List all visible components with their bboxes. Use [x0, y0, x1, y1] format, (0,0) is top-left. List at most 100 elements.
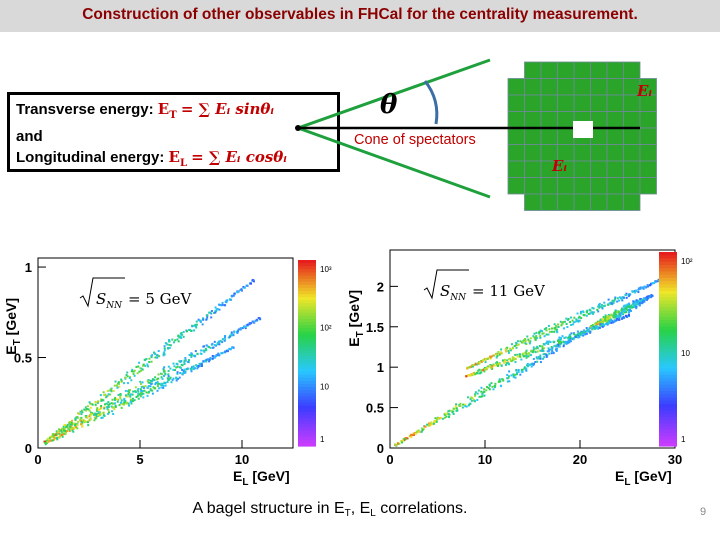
- band-pixel: [492, 388, 495, 391]
- band-pixel: [618, 317, 621, 320]
- band-pixel: [410, 436, 413, 439]
- sqrt-sign: [423, 269, 469, 300]
- band-pixel: [95, 415, 98, 418]
- band-pixel: [639, 302, 642, 305]
- band-pixel: [476, 392, 479, 395]
- band-pixel: [115, 384, 118, 387]
- band-pixel: [109, 389, 112, 392]
- band-pixel: [221, 301, 224, 304]
- colorbar-step: [659, 284, 677, 289]
- colorbar-step: [298, 408, 316, 413]
- fhcal-module: [573, 78, 591, 96]
- band-pixel: [563, 337, 566, 340]
- band-pixel: [628, 309, 631, 312]
- band-pixel: [211, 346, 214, 349]
- band-pixel: [620, 309, 623, 312]
- colorbar-step: [659, 352, 677, 357]
- band-pixel: [474, 393, 477, 396]
- band-pixel: [538, 357, 541, 360]
- band-pixel: [540, 349, 543, 352]
- band-pixel: [164, 342, 167, 345]
- colorbar-step: [659, 316, 677, 321]
- band-pixel: [595, 324, 598, 327]
- band-pixel: [546, 354, 549, 357]
- y-tick-label: 2: [377, 279, 384, 294]
- band-pixel: [592, 307, 595, 310]
- band-pixel: [657, 279, 660, 282]
- band-pixel: [573, 316, 576, 319]
- band-pixel: [588, 330, 591, 333]
- band-pixel: [468, 366, 471, 369]
- fhcal-module: [639, 160, 657, 178]
- colorbar-step: [298, 306, 316, 311]
- colorbar-step: [298, 340, 316, 345]
- band-pixel: [162, 354, 165, 357]
- band-pixel: [488, 364, 491, 367]
- band-pixel: [169, 376, 172, 379]
- band-pixel: [541, 349, 544, 352]
- colorbar-label: 1: [681, 435, 686, 444]
- band-pixel: [539, 354, 542, 357]
- band-pixel: [97, 414, 100, 417]
- band-pixel: [536, 347, 539, 350]
- colorbar-step: [298, 359, 316, 363]
- band-pixel: [526, 335, 529, 338]
- band-pixel: [137, 392, 140, 395]
- colorbar-step: [298, 331, 316, 335]
- band-pixel: [76, 416, 79, 419]
- band-pixel: [570, 337, 573, 340]
- band-pixel: [133, 374, 136, 377]
- band-pixel: [81, 422, 84, 425]
- band-pixel: [639, 287, 642, 290]
- band-pixel: [213, 343, 216, 346]
- band-pixel: [132, 370, 135, 373]
- band-pixel: [437, 416, 440, 419]
- band-pixel: [124, 376, 127, 379]
- colorbar-step: [298, 309, 316, 314]
- band-pixel: [604, 319, 607, 322]
- band-pixel: [433, 419, 436, 422]
- band-pixel: [545, 327, 548, 330]
- band-pixel: [59, 435, 62, 438]
- colorbar-step: [298, 312, 316, 317]
- band-pixel: [496, 361, 499, 364]
- band-pixel: [589, 331, 592, 334]
- colorbar-step: [298, 362, 316, 366]
- band-pixel: [545, 355, 548, 358]
- band-pixel: [506, 346, 509, 349]
- longitudinal-energy-label: Longitudinal energy:: [16, 149, 165, 166]
- band-pixel: [631, 306, 634, 309]
- band-pixel: [522, 340, 525, 343]
- band-pixel: [112, 406, 115, 409]
- band-pixel: [547, 341, 550, 344]
- band-pixel: [574, 335, 577, 338]
- x-tick-label: 30: [668, 452, 682, 467]
- band-pixel: [637, 288, 640, 291]
- band-pixel: [221, 341, 224, 344]
- band-pixel: [435, 420, 438, 423]
- band-pixel: [554, 328, 557, 331]
- band-pixel: [233, 331, 236, 334]
- band-pixel: [84, 420, 87, 423]
- band-pixel: [503, 358, 506, 361]
- band-pixel: [643, 300, 646, 303]
- band-pixel: [163, 382, 166, 385]
- band-pixel: [582, 334, 585, 337]
- band-pixel: [610, 321, 613, 324]
- band-pixel: [208, 311, 211, 314]
- colon: :: [148, 101, 154, 118]
- colorbar: [298, 260, 316, 447]
- band-pixel: [522, 352, 525, 355]
- band-pixel: [61, 432, 64, 435]
- band-pixel: [180, 332, 183, 335]
- band-pixel: [496, 354, 499, 357]
- fhcal-module: [606, 160, 624, 178]
- detector-diagram: [295, 58, 657, 211]
- band-pixel: [555, 344, 558, 347]
- band-pixel: [199, 320, 202, 323]
- band-pixel: [610, 302, 613, 305]
- band-pixel: [469, 373, 472, 376]
- band-pixel: [445, 412, 448, 415]
- band-pixel: [81, 425, 84, 428]
- band-pixel: [630, 304, 633, 307]
